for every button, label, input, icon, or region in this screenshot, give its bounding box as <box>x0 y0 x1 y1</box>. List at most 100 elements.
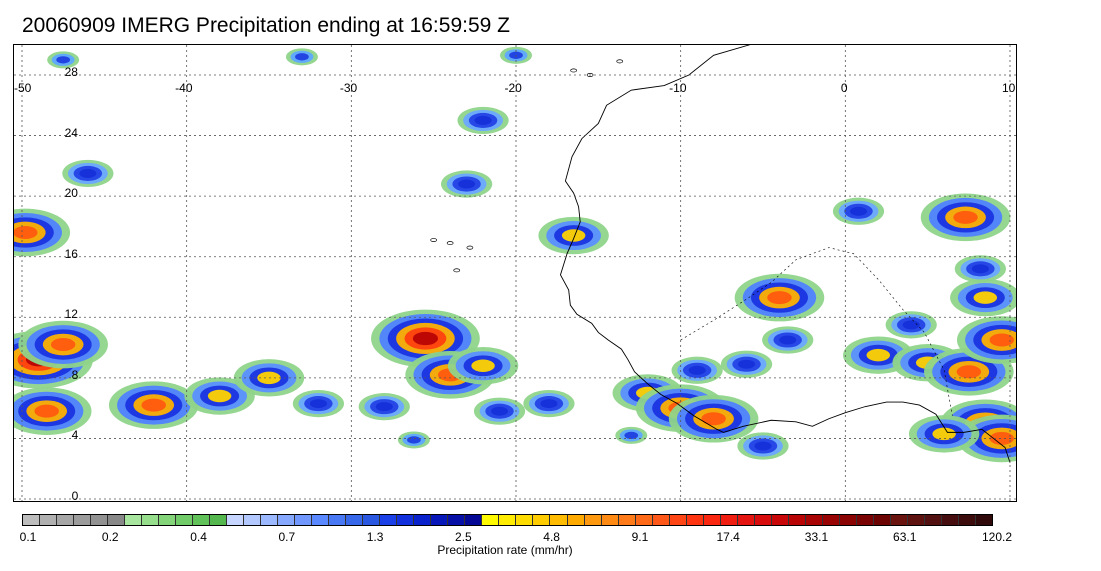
lon-tick-label: -20 <box>504 81 522 95</box>
precip-cell-8-band-3 <box>309 399 327 409</box>
precip-cell-14-band-3 <box>540 399 558 409</box>
colorbar-segment-12 <box>227 515 245 525</box>
colorbar-segment-8 <box>159 515 177 525</box>
colorbar-segment-42 <box>737 515 755 525</box>
colorbar-segment-43 <box>754 515 772 525</box>
precip-cell-16-band-3 <box>474 115 492 125</box>
colorbar-segment-4 <box>91 515 109 525</box>
precip-cell-5-band-4 <box>141 398 166 412</box>
colorbar-segment-33 <box>584 515 602 525</box>
colorbar-segment-24 <box>431 515 449 525</box>
precipitation-map <box>14 45 1016 501</box>
colorbar-segment-29 <box>516 515 534 525</box>
island-outline-0 <box>446 241 454 246</box>
precip-cell-37-band-3 <box>902 320 920 330</box>
colorbar-segment-32 <box>567 515 585 525</box>
colorbar-segment-19 <box>346 515 364 525</box>
precip-cell-28-band-4 <box>956 365 982 379</box>
colorbar-segment-20 <box>363 515 381 525</box>
colorbar-segment-48 <box>839 515 857 525</box>
precip-cell-15-band-2 <box>407 436 421 444</box>
island-outline-2 <box>430 238 438 243</box>
colorbar-segment-53 <box>924 515 942 525</box>
colorbar-segment-45 <box>788 515 806 525</box>
colorbar-tick-label: 0.4 <box>190 530 207 544</box>
precip-cell-10-band-5 <box>412 331 438 346</box>
coastline <box>559 45 1011 463</box>
precip-cell-2-band-4 <box>34 404 59 418</box>
colorbar-segment-36 <box>635 515 653 525</box>
lon-tick-label: -50 <box>14 81 32 95</box>
precip-cell-23-band-4 <box>767 291 792 305</box>
colorbar-segment-5 <box>108 515 126 525</box>
colorbar-segment-39 <box>686 515 704 525</box>
lat-tick-label: 8 <box>71 367 79 382</box>
colorbar-tick-label: 33.1 <box>804 530 829 544</box>
colorbar-segment-2 <box>57 515 75 525</box>
precip-cell-38-band-3 <box>754 441 772 451</box>
lon-tick-label: -10 <box>669 81 687 95</box>
colorbar-segment-0 <box>23 515 41 525</box>
colorbar-segment-16 <box>295 515 313 525</box>
colorbar-segment-50 <box>873 515 891 525</box>
precip-cell-12-band-3 <box>471 359 495 372</box>
colorbar <box>22 514 993 526</box>
precip-cell-13-band-3 <box>491 406 509 416</box>
colorbar-segment-34 <box>601 515 619 525</box>
colorbar-segment-55 <box>958 515 976 525</box>
precip-cell-36-band-3 <box>849 206 868 216</box>
colorbar-segment-18 <box>329 515 347 525</box>
lat-tick-label: 0 <box>71 489 79 503</box>
island-outline-6 <box>616 59 624 64</box>
precip-cell-39-band-2 <box>624 431 639 440</box>
colorbar-tick-label: 0.7 <box>278 530 296 544</box>
map-panel[interactable] <box>13 44 1017 502</box>
colorbar-segment-54 <box>941 515 959 525</box>
colorbar-segment-47 <box>822 515 840 525</box>
lat-tick-label: 20 <box>64 186 78 201</box>
precip-cell-1-band-4 <box>50 338 76 352</box>
colorbar-tick-label: 17.4 <box>716 530 740 544</box>
precip-cell-40-band-2 <box>56 56 71 64</box>
precip-cell-17-band-3 <box>458 179 476 189</box>
colorbar-segment-35 <box>618 515 636 525</box>
colorbar-tick-label: 2.5 <box>455 530 472 544</box>
river-outline <box>680 247 953 416</box>
precip-cell-6-band-3 <box>207 389 232 403</box>
colorbar-segment-51 <box>890 515 908 525</box>
lat-tick-label: 4 <box>71 428 79 443</box>
lon-tick-label: -40 <box>175 81 193 95</box>
colorbar-segment-22 <box>397 515 415 525</box>
island-outline-1 <box>453 268 461 273</box>
colorbar-segment-26 <box>465 515 483 525</box>
lat-tick-label: 12 <box>64 307 78 322</box>
colorbar-segment-49 <box>856 515 874 525</box>
precip-cell-34-band-4 <box>989 333 1014 347</box>
colorbar-segment-41 <box>720 515 738 525</box>
island-outline-5 <box>570 68 577 73</box>
precip-cell-3-band-4 <box>14 225 38 239</box>
colorbar-segment-9 <box>176 515 194 525</box>
precip-cell-41-band-2 <box>295 53 309 61</box>
lat-tick-label: 24 <box>64 125 78 140</box>
precip-cell-35-band-3 <box>971 264 989 274</box>
colorbar-tick-label: 1.3 <box>366 530 384 544</box>
colorbar-segment-17 <box>312 515 330 525</box>
precip-cell-33-band-3 <box>932 427 956 441</box>
colorbar-segment-3 <box>74 515 92 525</box>
precip-cell-22-band-3 <box>688 365 706 375</box>
colorbar-tick-label: 120.2 <box>981 530 1013 544</box>
island-outline-3 <box>466 245 474 250</box>
precip-cell-18-band-3 <box>561 229 586 242</box>
colorbar-segment-37 <box>652 515 670 525</box>
colorbar-segment-52 <box>907 515 925 525</box>
precip-cell-29-band-3 <box>973 291 998 304</box>
colorbar-segment-31 <box>550 515 568 525</box>
colorbar-segment-28 <box>499 515 517 525</box>
colorbar-segment-27 <box>482 515 500 525</box>
lon-tick-label: 0 <box>840 81 848 95</box>
colorbar-segment-21 <box>380 515 398 525</box>
precip-cell-26-band-3 <box>866 348 890 362</box>
lon-tick-label: -30 <box>339 81 358 95</box>
colorbar-segment-40 <box>703 515 721 525</box>
